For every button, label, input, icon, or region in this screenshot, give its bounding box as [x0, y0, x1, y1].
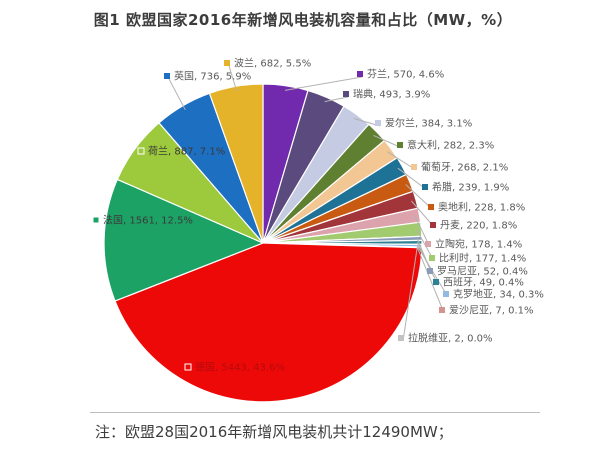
slice-label: 比利时, 177, 1.4%: [439, 253, 526, 265]
slice-label: 英国, 736, 5.9%: [174, 70, 251, 83]
slice-label: 波兰, 682, 5.5%: [234, 57, 311, 70]
slice-label: 希腊, 239, 1.9%: [432, 181, 509, 194]
label-marker: [357, 71, 363, 77]
label-leader-line: [416, 247, 445, 314]
label-marker: [224, 60, 230, 66]
pie-slice-20: [208, 83, 264, 244]
label-marker: [164, 73, 170, 79]
chart-bottom-border: [90, 412, 540, 413]
label-marker: [430, 222, 436, 228]
slice-label: 法国, 1561, 12.5%: [103, 214, 193, 227]
figure-title: 图1 欧盟国家2016年新增风电装机容量和占比（MW，%）: [93, 11, 513, 29]
label-marker: [422, 184, 428, 190]
figure-note: 注：欧盟28国2016年新增风电装机共计12490MW；: [95, 423, 453, 441]
slice-label: 丹麦, 220, 1.8%: [440, 220, 517, 232]
label-leader-line: [402, 247, 418, 342]
label-marker: [398, 335, 404, 341]
pie-slice-16: [114, 242, 423, 403]
slice-label: 克罗地亚, 34, 0.3%: [453, 288, 544, 301]
slice-label: 罗马尼亚, 52, 0.4%: [437, 266, 528, 278]
label-marker: [343, 91, 349, 97]
slice-label: 芬兰, 570, 4.6%: [367, 68, 444, 81]
slice-label: 爱沙尼亚, 7, 0.1%: [449, 304, 533, 317]
slice-label: 立陶宛, 178, 1.4%: [435, 238, 522, 251]
slice-label: 意大利, 282, 2.3%: [407, 139, 494, 152]
label-marker: [425, 241, 431, 247]
label-leader-line: [324, 96, 349, 103]
slice-label: 爱尔兰, 384, 3.1%: [385, 117, 472, 130]
label-leader-line: [168, 78, 186, 111]
label-marker: [443, 291, 449, 297]
slice-label: 拉脱维亚, 2, 0.0%: [408, 332, 492, 345]
label-marker: [184, 363, 192, 371]
label-marker: [397, 142, 403, 148]
label-marker: [411, 164, 417, 170]
label-marker: [433, 279, 439, 285]
label-marker: [439, 307, 445, 313]
slice-label: 奥地利, 228, 1.8%: [438, 201, 525, 214]
label-marker: [427, 268, 433, 274]
slice-label: 西班牙, 49, 0.4%: [443, 277, 524, 289]
slice-label: 德国, 5443, 43.6%: [195, 361, 285, 374]
label-marker: [137, 147, 145, 155]
label-leader-line: [228, 65, 238, 92]
label-marker: [92, 216, 100, 224]
slice-label: 葡萄牙, 268, 2.1%: [421, 161, 508, 174]
slice-label: 瑞典, 493, 3.9%: [353, 88, 430, 101]
label-leader-line: [284, 76, 363, 91]
label-marker: [428, 204, 434, 210]
slice-label: 荷兰, 887, 7.1%: [148, 145, 225, 158]
label-marker: [429, 255, 435, 261]
pie-slice-17: [103, 178, 265, 302]
label-marker: [375, 120, 381, 126]
